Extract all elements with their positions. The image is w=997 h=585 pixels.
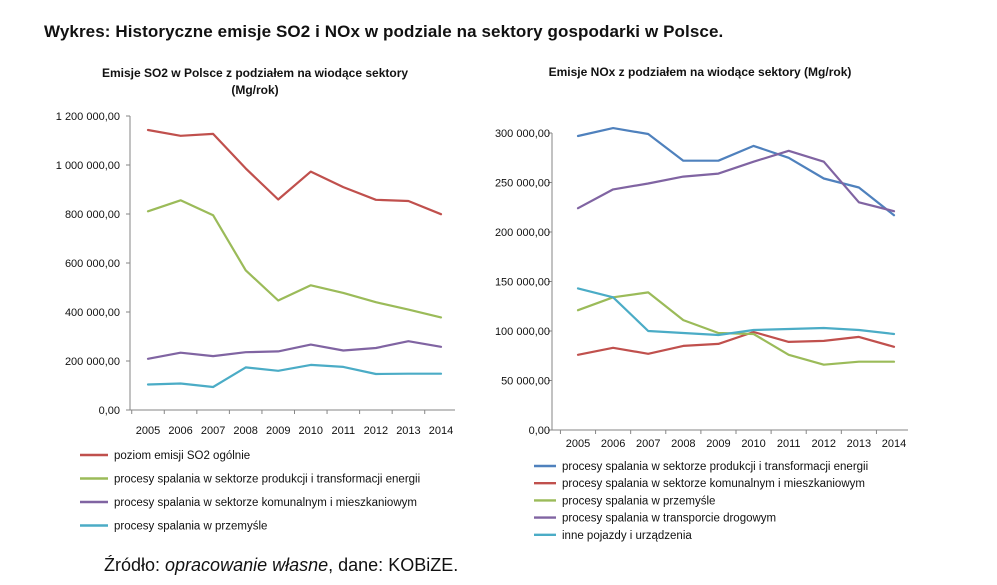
- series-line-1: [146, 128, 443, 216]
- x-tick-label: 2005: [136, 425, 160, 437]
- x-tick-label: 2013: [396, 425, 420, 437]
- y-tick-label: 600 000,00: [65, 258, 120, 270]
- legend-label: procesy spalania w sektorze produkcji i …: [562, 461, 868, 473]
- y-tick-label: 400 000,00: [65, 307, 120, 319]
- y-tick-label: 0,00: [529, 425, 550, 437]
- chart-title: Emisje SO2 w Polsce z podziałem na wiodą…: [102, 66, 408, 80]
- source-prefix: Źródło:: [104, 555, 166, 575]
- legend-label: procesy spalania w sektorze komunalnym i…: [114, 497, 417, 509]
- series-line-3: [146, 340, 443, 360]
- x-tick-label: 2012: [364, 425, 388, 437]
- so2-chart: Emisje SO2 w Polsce z podziałem na wiodą…: [56, 66, 455, 533]
- y-tick-label: 300 000,00: [495, 128, 550, 140]
- legend-label: poziom emisji SO2 ogólnie: [114, 450, 250, 462]
- nox-chart: Emisje NOx z podziałem na wiodące sektor…: [495, 65, 908, 542]
- x-tick-label: 2005: [566, 438, 590, 450]
- chart-title: (Mg/rok): [231, 83, 278, 97]
- y-tick-label: 100 000,00: [495, 326, 550, 338]
- x-tick-label: 2014: [429, 425, 453, 437]
- series-line-4: [576, 149, 896, 213]
- y-tick-label: 50 000,00: [501, 376, 550, 388]
- x-tick-label: 2013: [847, 438, 871, 450]
- y-tick-label: 0,00: [99, 405, 120, 417]
- y-tick-label: 250 000,00: [495, 178, 550, 190]
- y-tick-label: 1 200 000,00: [56, 111, 120, 123]
- x-tick-label: 2010: [299, 425, 323, 437]
- legend-label: procesy spalania w przemyśle: [114, 521, 267, 533]
- x-tick-label: 2010: [741, 438, 765, 450]
- series-line-2: [576, 330, 896, 356]
- x-tick-label: 2009: [706, 438, 730, 450]
- x-tick-label: 2011: [332, 425, 356, 437]
- legend-label: inne pojazdy i urządzenia: [562, 530, 692, 542]
- x-tick-label: 2008: [233, 425, 257, 437]
- legend-label: procesy spalania w transporcie drogowym: [562, 513, 776, 525]
- legend-label: procesy spalania w przemyśle: [562, 495, 715, 507]
- source-suffix: , dane: KOBiZE.: [328, 555, 459, 575]
- series-line-5: [576, 287, 896, 337]
- x-tick-label: 2014: [882, 438, 906, 450]
- x-tick-label: 2012: [812, 438, 836, 450]
- x-tick-label: 2009: [266, 425, 290, 437]
- y-tick-label: 800 000,00: [65, 209, 120, 221]
- x-tick-label: 2006: [601, 438, 625, 450]
- source-italic: opracowanie własne: [165, 555, 329, 575]
- x-tick-label: 2007: [201, 425, 225, 437]
- chart-title: Emisje NOx z podziałem na wiodące sektor…: [549, 65, 852, 79]
- series-line-2: [146, 199, 443, 319]
- series-line-1: [576, 126, 896, 217]
- source-note: Źródło: opracowanie własne, dane: KOBiZE…: [104, 555, 458, 576]
- x-tick-label: 2007: [636, 438, 660, 450]
- series-line-4: [146, 363, 443, 389]
- y-tick-label: 150 000,00: [495, 277, 550, 289]
- y-tick-label: 200 000,00: [495, 227, 550, 239]
- x-tick-label: 2011: [777, 438, 801, 450]
- y-tick-label: 200 000,00: [65, 356, 120, 368]
- x-tick-label: 2006: [168, 425, 192, 437]
- y-tick-label: 1 000 000,00: [56, 160, 120, 172]
- x-tick-label: 2008: [671, 438, 695, 450]
- legend-label: procesy spalania w sektorze komunalnym i…: [562, 478, 865, 490]
- page-title: Wykres: Historyczne emisje SO2 i NOx w p…: [44, 22, 724, 41]
- legend-label: procesy spalania w sektorze produkcji i …: [114, 474, 420, 486]
